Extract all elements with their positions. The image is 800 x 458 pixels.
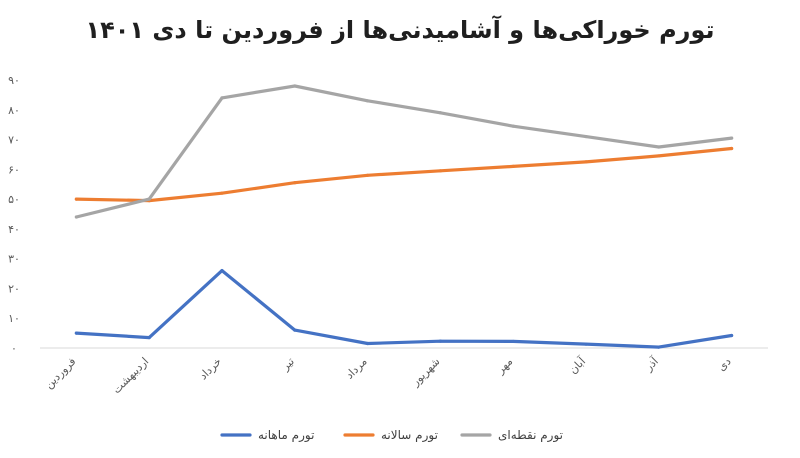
data-point — [657, 145, 661, 149]
data-point — [511, 164, 515, 168]
data-point — [366, 173, 370, 177]
data-point — [657, 154, 661, 158]
y-tick-label: ۶۰ — [8, 163, 20, 176]
x-tick-label: آذر — [641, 354, 662, 375]
y-tick-label: ۱۰ — [8, 312, 20, 325]
data-point — [730, 146, 734, 151]
data-point — [74, 197, 78, 201]
data-point — [438, 111, 442, 115]
data-point — [730, 136, 734, 140]
x-tick-label: فروردین — [42, 355, 78, 391]
x-tick-label: اردیبهشت — [110, 355, 151, 396]
data-point — [730, 333, 734, 338]
data-point — [220, 191, 224, 195]
y-tick-label: ۴۰ — [8, 223, 20, 236]
x-tick-label: آبان — [566, 354, 589, 377]
data-point — [511, 339, 515, 344]
y-tick-label: ۳۰ — [8, 253, 20, 266]
data-point — [438, 169, 442, 173]
legend-label: تورم ماهانه — [258, 428, 314, 443]
y-tick-label: ۲۰ — [8, 282, 20, 295]
data-point — [584, 342, 588, 346]
x-axis-ticks: فروردین اردیبهشت خرداد تیر مرداد شهریور مهر آبا… — [42, 354, 734, 397]
y-tick-label: ۰ — [11, 342, 17, 355]
y-axis-ticks: ۰ ۱۰ ۲۰ ۳۰ ۴۰ ۵۰ ۶۰ ۷۰ ۸۰ ۹۰ — [8, 74, 20, 355]
x-tick-label: دی — [715, 355, 734, 374]
data-point — [584, 160, 588, 164]
series-line — [74, 269, 734, 349]
data-point — [657, 345, 661, 349]
x-tick-label: مهر — [493, 355, 515, 377]
y-tick-label: ۵۰ — [8, 193, 20, 206]
data-point — [293, 84, 297, 88]
data-point — [74, 331, 78, 335]
x-tick-label: خرداد — [197, 355, 224, 382]
data-point — [366, 341, 370, 346]
data-point — [293, 181, 297, 185]
series-line — [74, 84, 734, 219]
y-tick-label: ۸۰ — [8, 104, 20, 117]
legend-label: تورم سالانه — [381, 428, 438, 443]
y-tick-label: ۹۰ — [8, 74, 20, 87]
data-point — [147, 335, 151, 340]
data-point — [220, 96, 224, 100]
x-tick-label: تیر — [278, 355, 297, 374]
legend-label: تورم نقطه‌ای — [498, 428, 563, 443]
data-point — [511, 124, 515, 128]
series-lines — [74, 84, 734, 349]
chart-title: تورم خوراکی‌ها و آشامیدنی‌ها از فروردین … — [85, 15, 714, 44]
data-point — [293, 328, 297, 332]
x-tick-label: مرداد — [343, 355, 370, 382]
series-line — [74, 146, 734, 203]
data-point — [584, 134, 588, 139]
chart-legend: تورم ماهانه تورم سالانه تورم نقطه‌ای — [220, 428, 563, 443]
x-tick-label: شهریور — [408, 355, 442, 389]
data-point — [147, 197, 151, 201]
y-tick-label: ۷۰ — [8, 134, 20, 147]
data-point — [366, 99, 370, 103]
data-point — [438, 339, 442, 343]
data-point — [220, 268, 224, 273]
data-point — [74, 215, 78, 219]
